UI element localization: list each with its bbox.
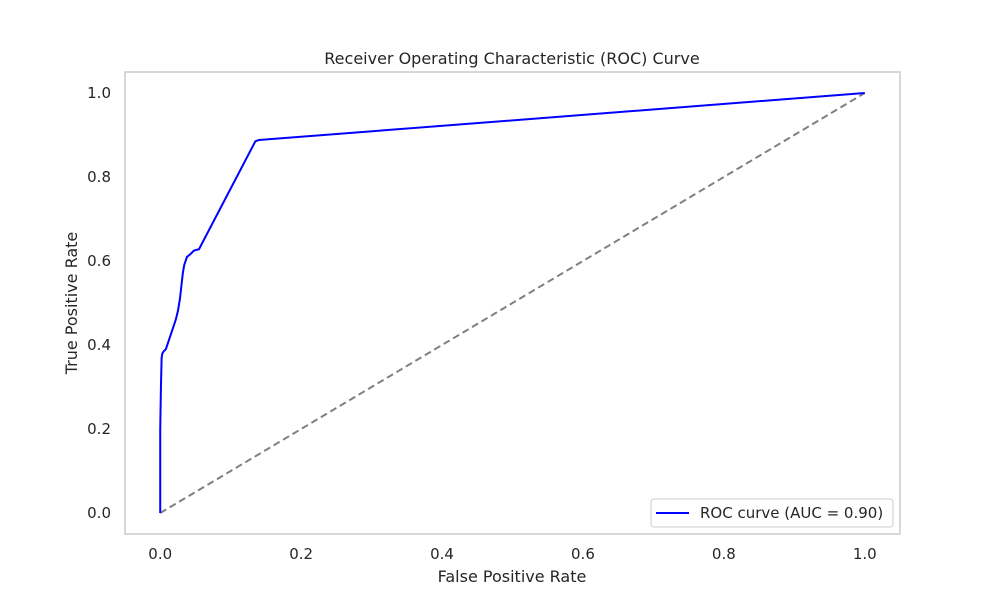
x-axis-ticks: 0.0 0.2 0.4 0.6 0.8 1.0 <box>148 545 876 563</box>
legend-label-roc: ROC curve (AUC = 0.90) <box>700 504 883 522</box>
x-tick-label: 0.6 <box>571 545 595 563</box>
series-layer <box>159 92 866 514</box>
y-axis-label: True Positive Rate <box>62 232 81 376</box>
chance-diagonal-line <box>159 92 866 514</box>
y-tick-label: 0.6 <box>87 252 111 270</box>
legend-box <box>650 498 894 528</box>
y-tick-label: 0.2 <box>87 420 111 438</box>
y-tick-label: 0.0 <box>87 504 111 522</box>
x-tick-label: 0.4 <box>430 545 454 563</box>
x-tick-label: 0.8 <box>712 545 736 563</box>
x-axis-label: False Positive Rate <box>438 567 587 586</box>
x-tick-label: 0.2 <box>289 545 313 563</box>
y-axis-ticks: 0.0 0.2 0.4 0.6 0.8 1.0 <box>87 84 111 522</box>
y-tick-label: 0.8 <box>87 168 111 186</box>
y-tick-label: 1.0 <box>87 84 111 102</box>
chart-title: Receiver Operating Characteristic (ROC) … <box>324 49 699 68</box>
x-tick-label: 0.0 <box>148 545 172 563</box>
legend: ROC curve (AUC = 0.90) <box>650 498 894 528</box>
roc-curve-line <box>159 92 865 513</box>
x-tick-label: 1.0 <box>853 545 877 563</box>
y-tick-label: 0.4 <box>87 336 111 354</box>
